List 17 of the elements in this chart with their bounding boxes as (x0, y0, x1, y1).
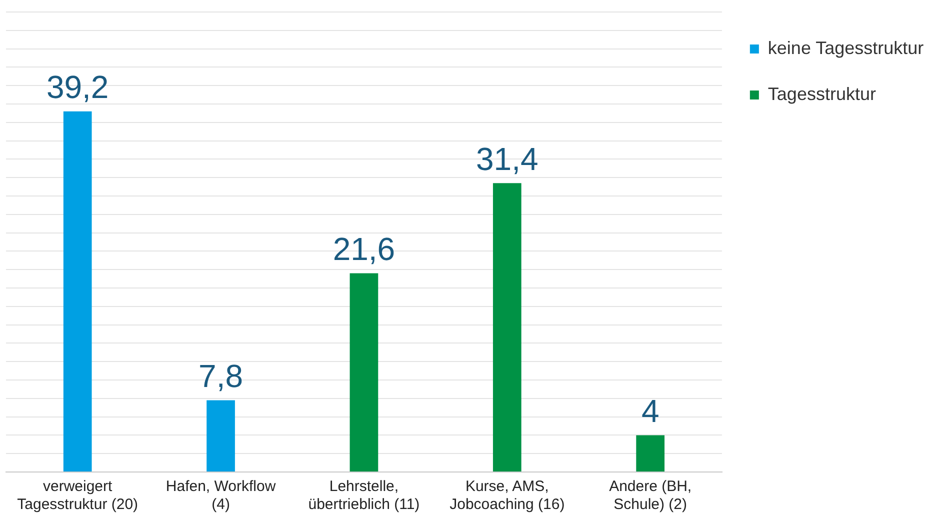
x-tick-label: verweigert Tagesstruktur (20) (17, 478, 138, 514)
bar (63, 111, 92, 472)
data-label: 21,6 (332, 231, 396, 268)
data-label: 31,4 (476, 140, 538, 177)
bar (206, 400, 235, 472)
data-label: 39,2 (46, 69, 109, 106)
x-tick-label: Andere (BH, Schule) (2) (609, 478, 692, 514)
legend-label: keine Tagesstruktur (768, 38, 924, 58)
x-tick-label: Lehrstelle, übertrieblich (11) (308, 478, 420, 514)
x-tick-label: Kurse, AMS, Jobcoaching (16) (450, 478, 565, 514)
bar (636, 435, 665, 472)
x-tick-label: Hafen, Workflow (4) (166, 478, 276, 514)
data-label: 7,8 (198, 358, 244, 394)
bar (492, 183, 522, 472)
bar (350, 273, 378, 472)
data-label: 4 (641, 393, 660, 430)
legend-label: Tagesstruktur (768, 84, 876, 104)
